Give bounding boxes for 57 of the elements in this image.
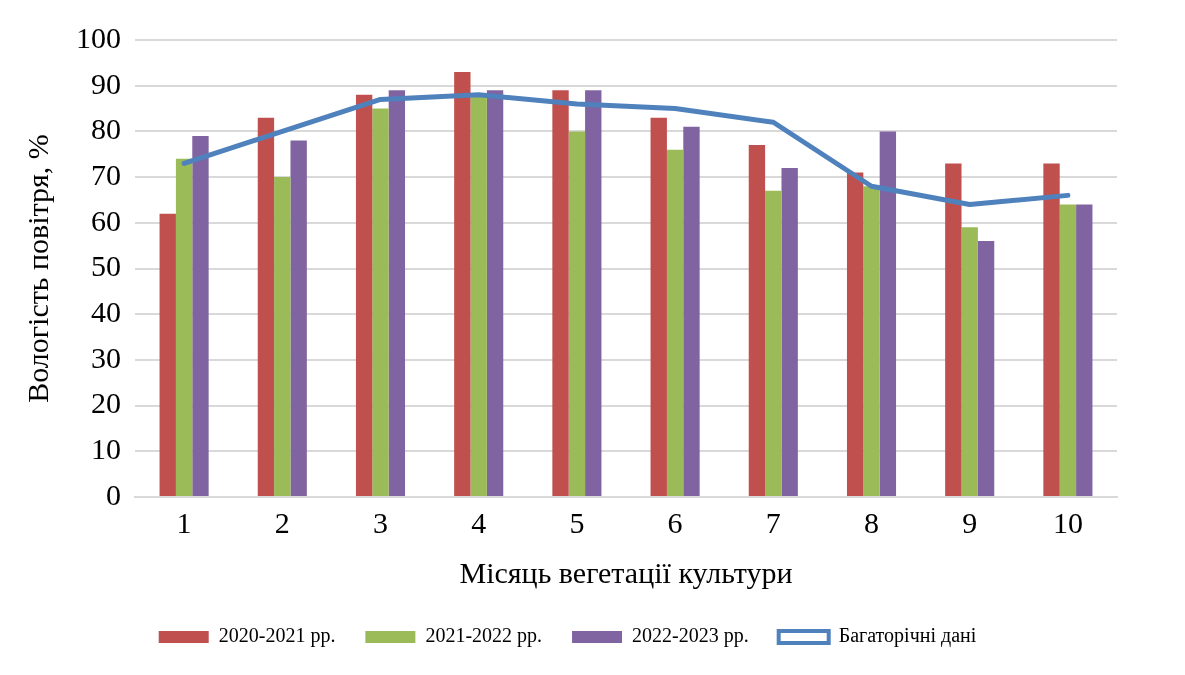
bar xyxy=(748,145,766,496)
bar xyxy=(388,90,406,496)
legend-label: Багаторічні дані xyxy=(838,624,977,648)
bar xyxy=(977,241,995,496)
y-tick-label: 50 xyxy=(91,249,121,283)
bar xyxy=(552,90,569,496)
x-axis-title: Місяць вегетації культури xyxy=(459,555,793,589)
y-tick-label: 100 xyxy=(76,20,121,54)
bar xyxy=(1059,204,1077,496)
bar xyxy=(945,163,962,496)
bar xyxy=(879,131,897,496)
x-tick-label: 2 xyxy=(274,505,290,539)
bar xyxy=(486,90,504,496)
bar xyxy=(863,186,880,496)
y-tick-label: 80 xyxy=(91,112,121,146)
y-tick-label: 10 xyxy=(91,432,121,466)
bar xyxy=(372,108,389,496)
y-tick-label: 40 xyxy=(91,295,121,329)
bar xyxy=(765,190,782,496)
y-tick-label: 0 xyxy=(106,477,121,511)
y-tick-label: 30 xyxy=(91,340,121,374)
bar xyxy=(290,140,307,496)
y-tick-label: 60 xyxy=(91,203,121,237)
legend-label: 2021-2022 рр. xyxy=(425,624,543,648)
x-tick-label: 9 xyxy=(962,505,978,539)
bar xyxy=(470,94,487,496)
bar xyxy=(159,213,176,496)
legend-label: 2020-2021 рр. xyxy=(218,624,336,648)
bar xyxy=(846,172,864,496)
bar xyxy=(683,126,700,496)
x-tick-label: 10 xyxy=(1052,505,1083,539)
y-axis-title: Вологість повітря, % xyxy=(20,134,54,403)
x-tick-label: 5 xyxy=(569,505,585,539)
bar xyxy=(175,158,193,496)
y-tick-label: 70 xyxy=(91,157,121,191)
y-tick-label: 20 xyxy=(91,386,121,420)
x-tick-label: 1 xyxy=(176,505,192,539)
bar xyxy=(961,227,978,496)
x-tick-label: 4 xyxy=(471,505,487,539)
x-tick-label: 8 xyxy=(864,505,879,539)
y-tick-label: 90 xyxy=(91,66,121,100)
x-tick-label: 6 xyxy=(667,505,683,539)
bar xyxy=(568,131,586,496)
bar xyxy=(257,117,275,496)
bar xyxy=(192,135,209,496)
x-tick-label: 7 xyxy=(765,505,781,539)
bar xyxy=(650,117,667,496)
bar xyxy=(585,90,602,496)
x-tick-label: 3 xyxy=(373,505,388,539)
bar xyxy=(1043,163,1060,496)
bar xyxy=(355,94,373,496)
bar xyxy=(274,177,291,496)
bar xyxy=(666,149,684,496)
bar xyxy=(454,71,471,496)
bar xyxy=(781,167,798,496)
bar xyxy=(1076,204,1093,496)
legend-label: 2022-2023 рр. xyxy=(632,624,749,648)
